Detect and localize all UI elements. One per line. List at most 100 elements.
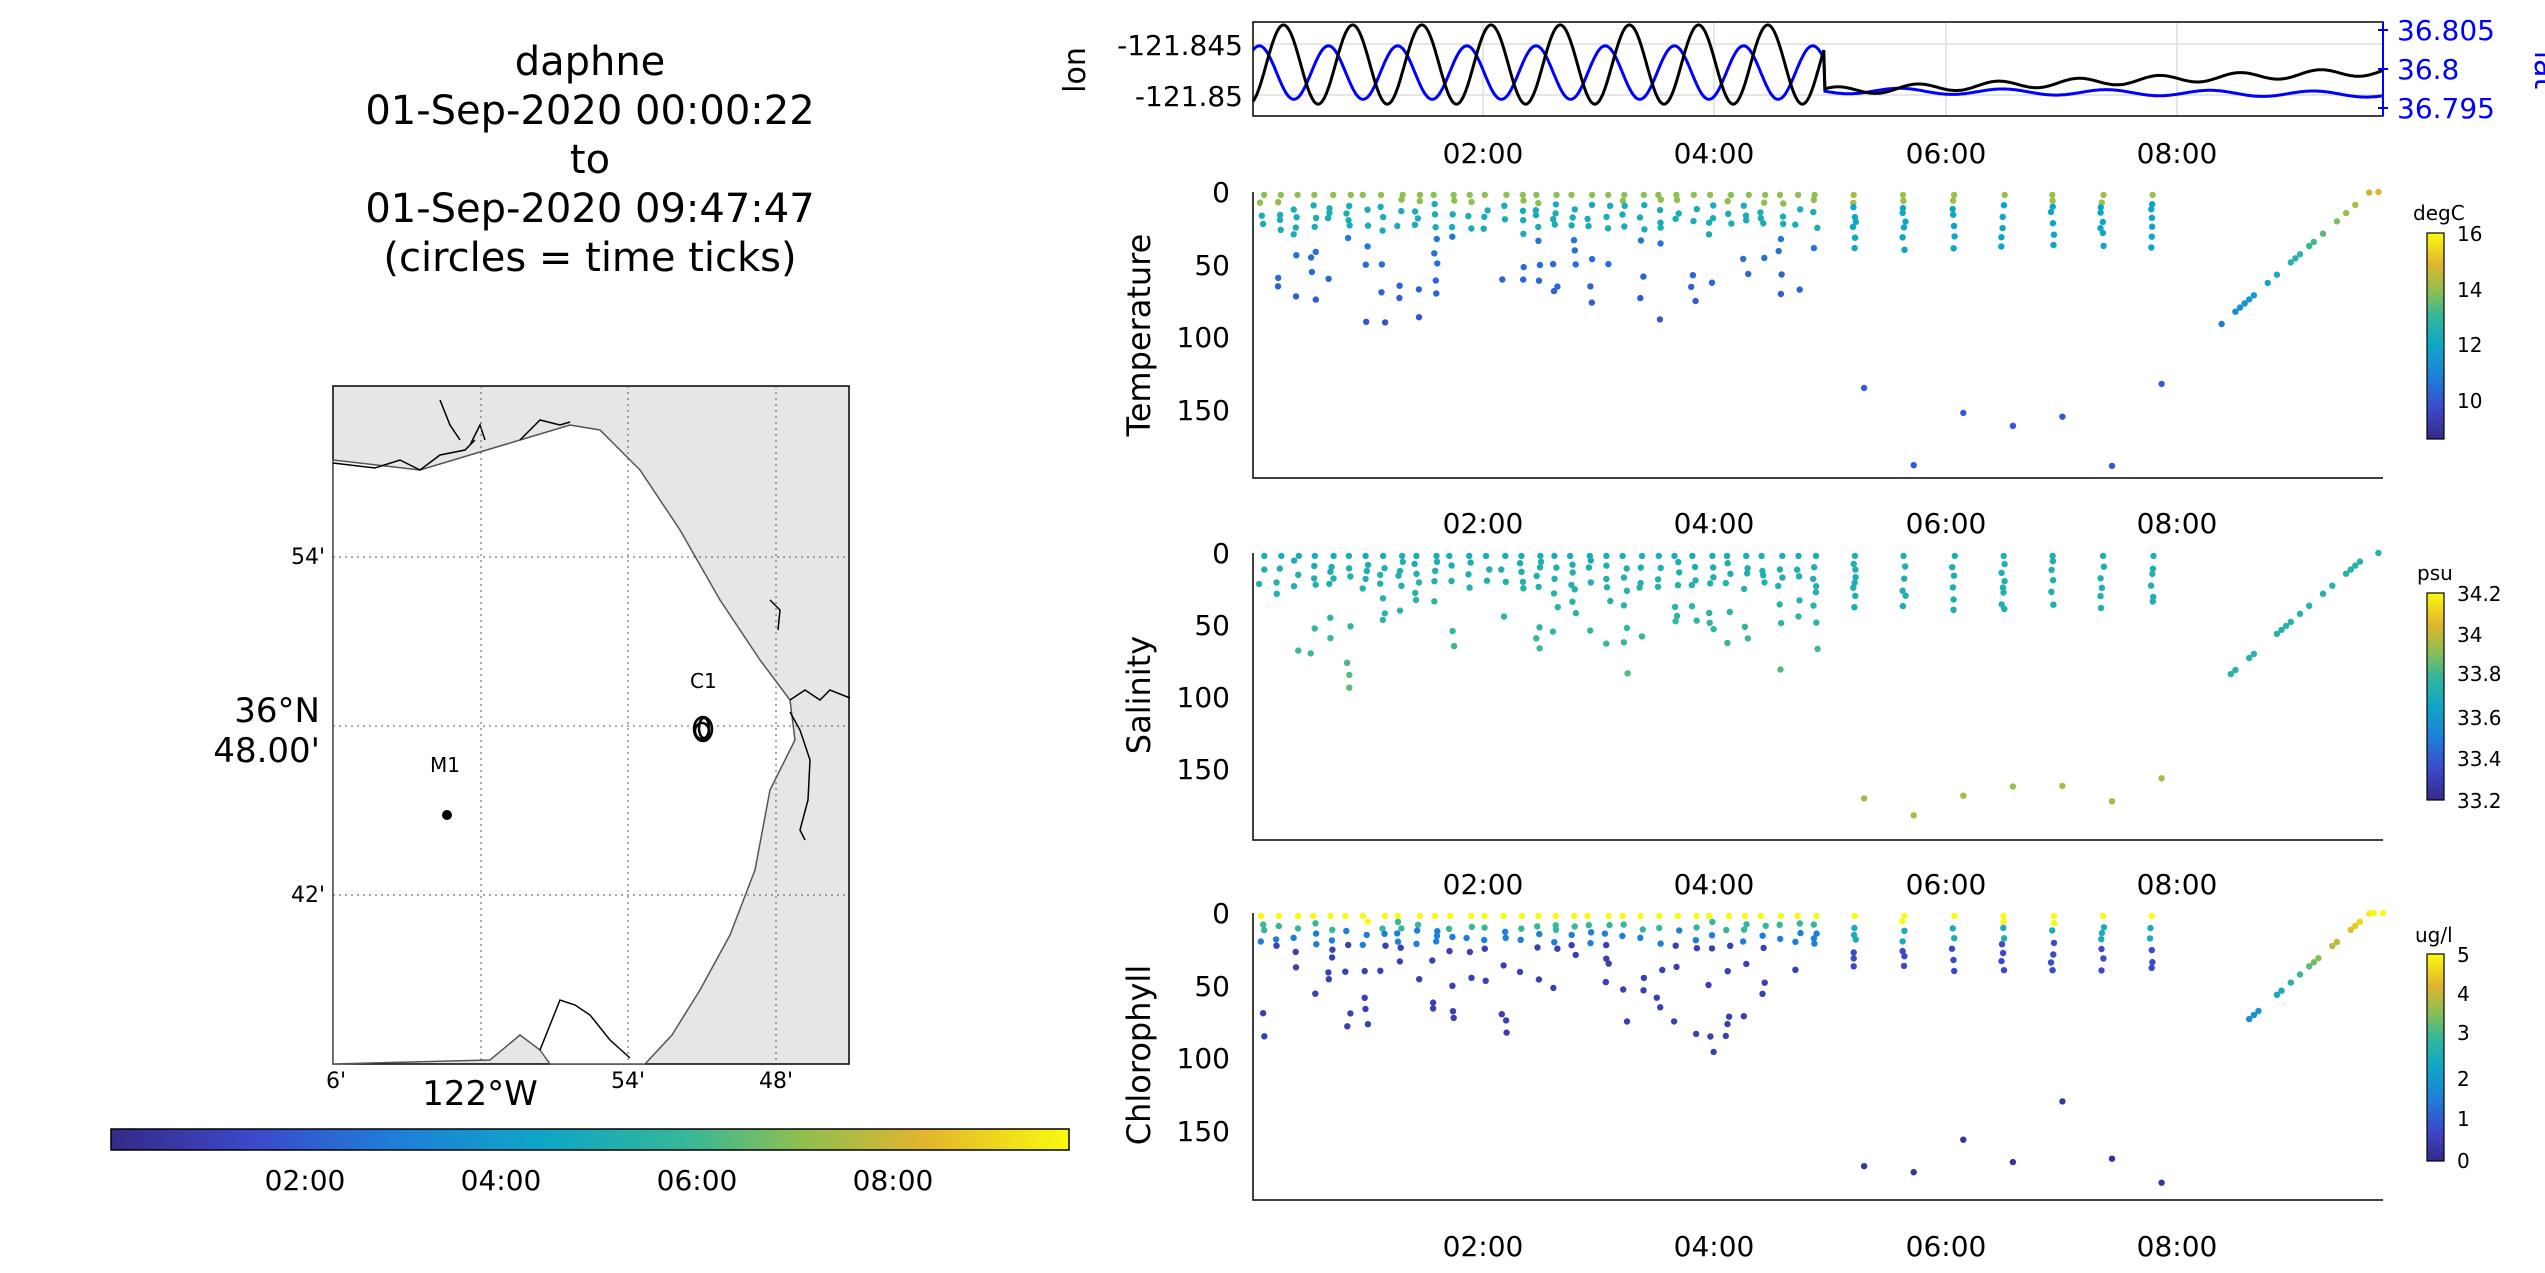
x-tick-label: 06:00 bbox=[1906, 868, 1987, 901]
sal-point bbox=[1723, 552, 1731, 560]
sal-point bbox=[1310, 575, 1318, 582]
temp-point bbox=[1398, 207, 1405, 215]
sal-point bbox=[1518, 568, 1525, 575]
chl-point bbox=[1272, 936, 1280, 943]
chl-point bbox=[1468, 923, 1476, 931]
temp-point bbox=[1359, 191, 1367, 199]
chl-point bbox=[2100, 924, 2108, 931]
chl-point bbox=[1587, 939, 1594, 947]
temp-point bbox=[1275, 274, 1282, 282]
x-tick-label: 08:00 bbox=[2137, 507, 2218, 540]
chl-point bbox=[1449, 933, 1456, 941]
temp-point bbox=[1416, 197, 1424, 205]
sal-point bbox=[1638, 552, 1646, 560]
temp-point bbox=[1312, 214, 1320, 222]
temp-point bbox=[1706, 191, 1714, 199]
sal-point bbox=[1347, 623, 1354, 630]
chl-point bbox=[1792, 938, 1799, 945]
time-colorbar-tick: 06:00 bbox=[657, 1164, 738, 1197]
sal-point bbox=[1900, 552, 1907, 560]
chl-point bbox=[1851, 912, 1858, 920]
sal-point bbox=[1535, 583, 1542, 591]
temp-point bbox=[2218, 320, 2225, 328]
temp-point bbox=[1641, 201, 1648, 209]
sal-point bbox=[1399, 558, 1407, 566]
sal-point bbox=[1571, 586, 1578, 593]
temp-point bbox=[1344, 234, 1352, 242]
chl-point bbox=[2146, 935, 2154, 942]
chl-point bbox=[1743, 960, 1750, 968]
temp-point bbox=[1761, 254, 1768, 262]
temp-point bbox=[2049, 203, 2056, 210]
y-tick-label: 50 bbox=[1194, 249, 1230, 282]
map-lat-tick-42: 42' bbox=[291, 883, 325, 908]
chl-point bbox=[1379, 925, 1386, 932]
sal-point bbox=[1516, 560, 1524, 567]
sal-point bbox=[1851, 552, 1859, 560]
sal-point bbox=[1465, 571, 1472, 578]
temp-point bbox=[1311, 191, 1318, 199]
temp-point bbox=[1481, 191, 1489, 199]
chl-point bbox=[1601, 930, 1609, 937]
sal-point bbox=[1307, 650, 1314, 657]
sal-point bbox=[1852, 566, 1859, 573]
chl-point bbox=[1394, 918, 1402, 926]
sal-point bbox=[2347, 566, 2354, 573]
chl-point bbox=[1722, 1032, 1730, 1040]
temp-point bbox=[1398, 196, 1405, 203]
chl-point bbox=[1637, 912, 1644, 920]
colorbar-tick: 12 bbox=[2457, 333, 2482, 357]
chl-point bbox=[1517, 936, 1524, 943]
sal-point bbox=[1688, 581, 1696, 589]
temp-point bbox=[2049, 197, 2056, 204]
x-tick-label: 02:00 bbox=[1443, 868, 1524, 901]
chl-point bbox=[1640, 987, 1647, 994]
temperature-axis-label: Temperature bbox=[1120, 234, 1158, 438]
sal-point bbox=[1330, 575, 1337, 582]
temp-point bbox=[1705, 231, 1713, 238]
chl-point bbox=[2050, 951, 2057, 958]
temp-point bbox=[2246, 296, 2253, 303]
chl-point bbox=[1657, 1004, 1664, 1011]
chl-point bbox=[1656, 912, 1663, 920]
sal-point bbox=[1758, 552, 1765, 560]
sal-point bbox=[1960, 792, 1967, 799]
sal-point bbox=[1502, 578, 1510, 586]
sal-point bbox=[1379, 595, 1387, 602]
sal-point bbox=[1533, 635, 1540, 642]
temp-point bbox=[1346, 202, 1353, 210]
sal-point bbox=[1607, 597, 1614, 605]
sal-point bbox=[1295, 647, 1302, 654]
colorbar-tick: 10 bbox=[2457, 389, 2482, 413]
temp-point bbox=[1258, 212, 1266, 219]
chl-point bbox=[1602, 978, 1610, 986]
sal-point bbox=[2147, 582, 2155, 589]
sal-point bbox=[1671, 552, 1678, 560]
chl-point bbox=[1656, 924, 1663, 932]
temp-point bbox=[1950, 211, 1957, 218]
temp-point bbox=[1672, 215, 1679, 222]
sal-point bbox=[1710, 564, 1717, 571]
chl-point bbox=[1345, 941, 1352, 949]
sal-point bbox=[1949, 564, 1956, 571]
chl-point bbox=[1516, 968, 1524, 976]
temp-point bbox=[1311, 223, 1318, 231]
chl-point bbox=[1571, 923, 1578, 930]
chl-point bbox=[1398, 925, 1405, 932]
temp-point bbox=[1796, 286, 1803, 293]
sal-point bbox=[2049, 552, 2056, 560]
sal-point bbox=[1654, 576, 1662, 583]
title-vehicle: daphne bbox=[514, 39, 666, 85]
temp-point bbox=[1619, 211, 1626, 218]
station-label-c1: C1 bbox=[690, 669, 717, 693]
temp-point bbox=[1902, 218, 1909, 225]
chl-point bbox=[2250, 1011, 2258, 1019]
sal-point bbox=[1910, 812, 1917, 819]
chl-point bbox=[1899, 938, 1906, 945]
temp-point bbox=[2149, 201, 2156, 208]
salinity-axes bbox=[1252, 553, 2383, 841]
chl-point bbox=[2049, 927, 2056, 934]
chl-point bbox=[1761, 979, 1768, 986]
sal-point bbox=[1345, 552, 1353, 560]
